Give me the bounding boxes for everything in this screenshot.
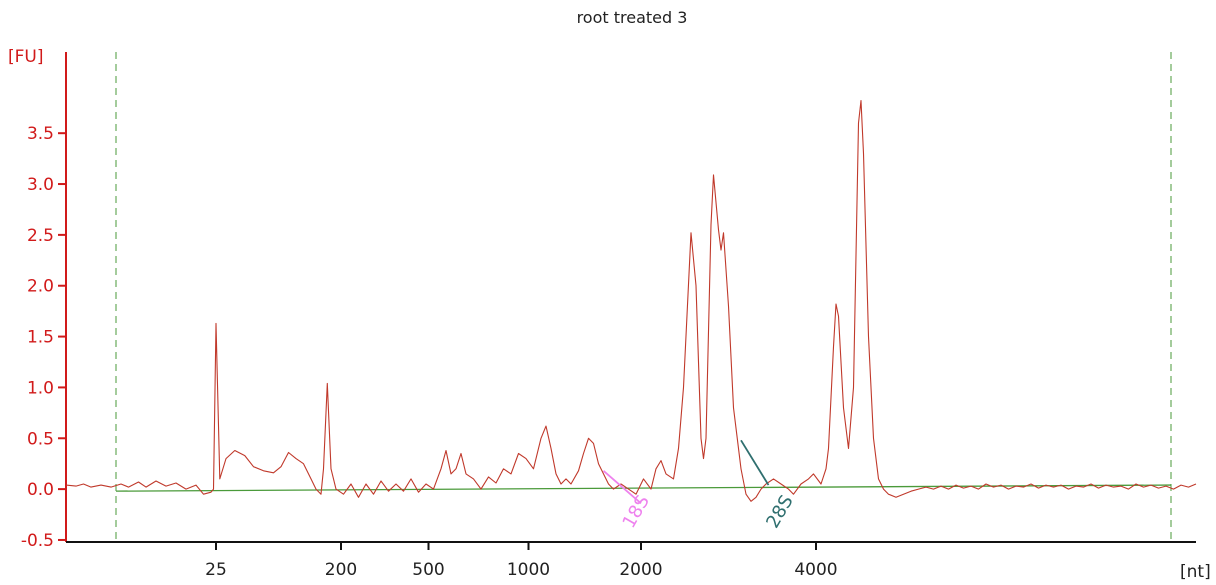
y-tick-label: 3.5: [27, 124, 54, 144]
axes-layer: -0.5 0.0 0.5 1.0 1.5 2.0 2.5 3.0 3.5 25 200 500 1000…: [21, 52, 1196, 580]
annotation-layer: 18S 28S: [602, 439, 798, 532]
x-tick-label: 25: [205, 560, 227, 580]
x-axis-unit: [nt]: [1180, 562, 1211, 582]
chart-title: root treated 3: [577, 8, 688, 27]
y-tick-label: 1.0: [27, 378, 54, 398]
peak-marker-line: [740, 439, 770, 486]
y-tick-label: 3.0: [27, 175, 54, 195]
trace-layer: [65, 100, 1197, 502]
electropherogram-trace: [65, 100, 1197, 502]
peak-label: 28S: [762, 492, 797, 532]
y-tick-label: -0.5: [21, 531, 54, 551]
x-tick-label: 2000: [619, 560, 662, 580]
peak-marker-line: [602, 470, 642, 505]
x-tick-label: 500: [412, 560, 444, 580]
x-tick-label: 4000: [794, 560, 837, 580]
y-tick-label: 1.5: [27, 328, 54, 348]
y-tick-label: 0.5: [27, 429, 54, 449]
y-tick-label: 2.0: [27, 277, 54, 297]
y-tick-label: 0.0: [27, 480, 54, 500]
peak-label: 18S: [619, 492, 654, 532]
y-tick-label: 2.5: [27, 226, 54, 246]
baseline-line: [115, 484, 1172, 492]
marker-layer: [115, 52, 1172, 542]
x-tick-label: 200: [325, 560, 357, 580]
y-axis-unit: [FU]: [8, 47, 44, 67]
x-tick-label: 1000: [507, 560, 550, 580]
